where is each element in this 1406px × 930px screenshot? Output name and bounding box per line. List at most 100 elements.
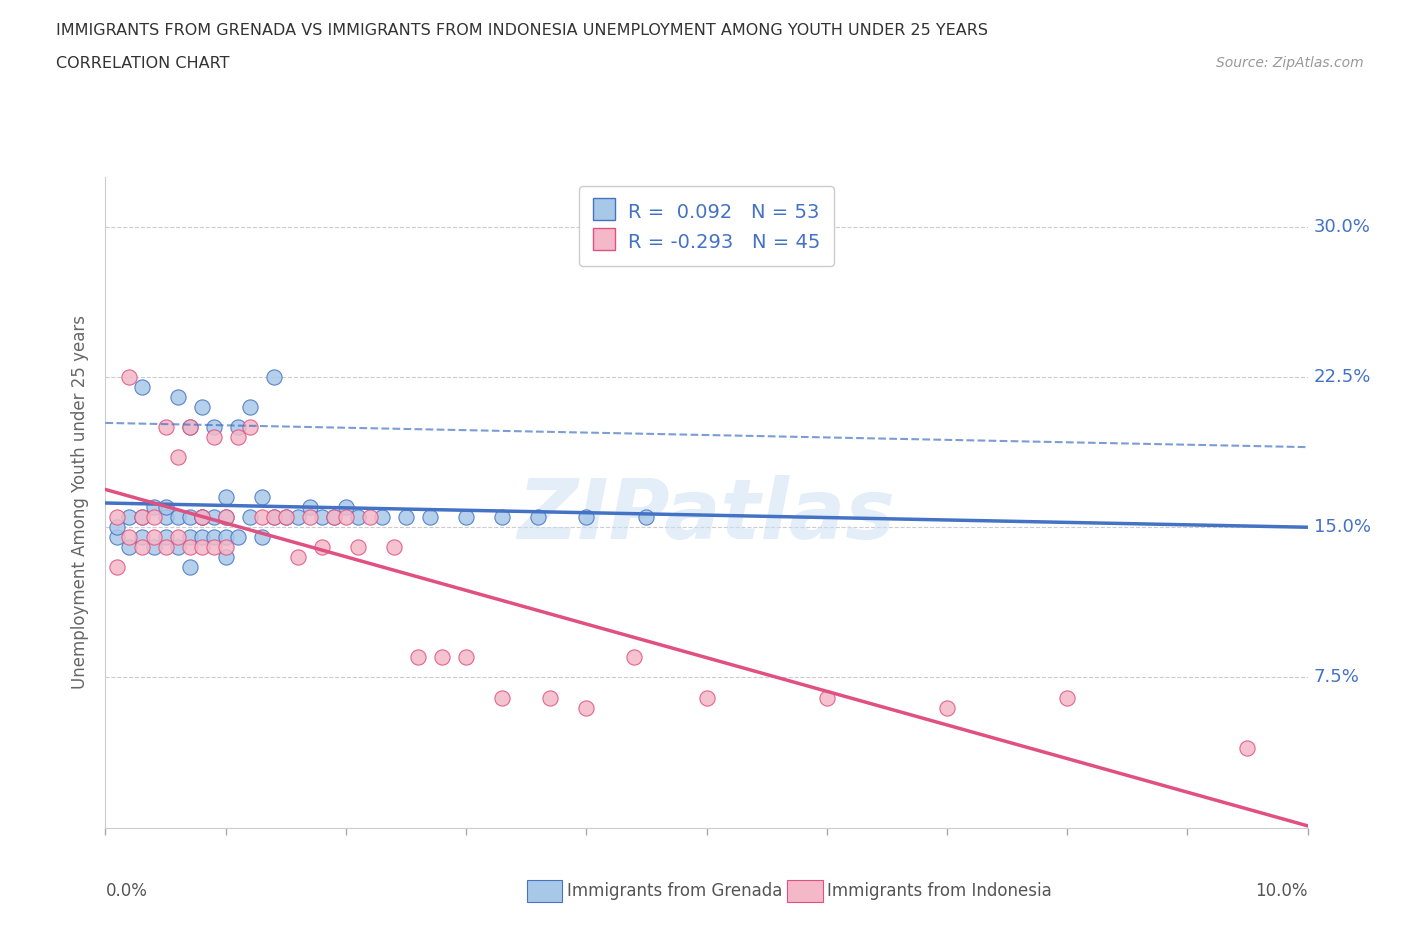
Point bbox=[118, 369, 141, 384]
Point bbox=[226, 430, 249, 445]
Point bbox=[1056, 690, 1078, 705]
Point bbox=[335, 499, 357, 514]
Text: 0.0%: 0.0% bbox=[105, 882, 148, 900]
Point bbox=[166, 450, 188, 465]
Point bbox=[166, 390, 188, 405]
Point bbox=[538, 690, 561, 705]
Point bbox=[250, 490, 273, 505]
Point bbox=[359, 510, 381, 525]
Text: 22.5%: 22.5% bbox=[1313, 368, 1371, 386]
Text: Immigrants from Indonesia: Immigrants from Indonesia bbox=[827, 882, 1052, 900]
Point bbox=[190, 510, 212, 525]
Point bbox=[454, 510, 477, 525]
Point bbox=[166, 510, 188, 525]
Text: 15.0%: 15.0% bbox=[1313, 518, 1371, 537]
Point bbox=[322, 510, 344, 525]
Point bbox=[107, 510, 129, 525]
Point bbox=[623, 650, 645, 665]
Text: IMMIGRANTS FROM GRENADA VS IMMIGRANTS FROM INDONESIA UNEMPLOYMENT AMONG YOUTH UN: IMMIGRANTS FROM GRENADA VS IMMIGRANTS FR… bbox=[56, 23, 988, 38]
Point bbox=[395, 510, 418, 525]
Point bbox=[214, 539, 236, 554]
Point bbox=[430, 650, 453, 665]
Point bbox=[142, 499, 165, 514]
Point bbox=[214, 530, 236, 545]
Point bbox=[347, 539, 370, 554]
Point bbox=[298, 499, 321, 514]
Point bbox=[131, 510, 153, 525]
Point bbox=[179, 530, 201, 545]
Point bbox=[118, 530, 141, 545]
Text: Immigrants from Grenada: Immigrants from Grenada bbox=[567, 882, 782, 900]
Point bbox=[298, 510, 321, 525]
Point bbox=[263, 369, 285, 384]
Point bbox=[166, 539, 188, 554]
Point bbox=[202, 510, 225, 525]
Point bbox=[131, 539, 153, 554]
Point bbox=[575, 510, 598, 525]
Text: 7.5%: 7.5% bbox=[1313, 669, 1360, 686]
Point bbox=[371, 510, 394, 525]
Point bbox=[118, 510, 141, 525]
Point bbox=[190, 539, 212, 554]
Legend: R =  0.092   N = 53, R = -0.293   N = 45: R = 0.092 N = 53, R = -0.293 N = 45 bbox=[579, 186, 834, 266]
Point bbox=[696, 690, 718, 705]
Point bbox=[190, 510, 212, 525]
Point bbox=[118, 539, 141, 554]
Point bbox=[347, 510, 370, 525]
Point bbox=[190, 530, 212, 545]
Point bbox=[214, 510, 236, 525]
Point bbox=[419, 510, 441, 525]
Point bbox=[166, 530, 188, 545]
Point bbox=[815, 690, 838, 705]
Point bbox=[239, 510, 262, 525]
Point bbox=[179, 539, 201, 554]
Text: 30.0%: 30.0% bbox=[1313, 218, 1371, 236]
Point bbox=[214, 510, 236, 525]
Point bbox=[936, 700, 959, 715]
Point bbox=[131, 530, 153, 545]
Point bbox=[142, 530, 165, 545]
Point bbox=[179, 419, 201, 434]
Point bbox=[107, 560, 129, 575]
Point bbox=[202, 530, 225, 545]
Point bbox=[214, 550, 236, 565]
Point bbox=[131, 379, 153, 394]
Point bbox=[527, 510, 550, 525]
Point bbox=[491, 510, 513, 525]
Point bbox=[179, 560, 201, 575]
Point bbox=[142, 510, 165, 525]
Point bbox=[142, 539, 165, 554]
Point bbox=[636, 510, 658, 525]
Point bbox=[263, 510, 285, 525]
Point bbox=[155, 419, 177, 434]
Point bbox=[107, 530, 129, 545]
Point bbox=[322, 510, 344, 525]
Point bbox=[454, 650, 477, 665]
Point bbox=[155, 499, 177, 514]
Point bbox=[190, 400, 212, 415]
Point bbox=[155, 530, 177, 545]
Point bbox=[107, 520, 129, 535]
Point bbox=[575, 700, 598, 715]
Point bbox=[1236, 740, 1258, 755]
Point bbox=[202, 419, 225, 434]
Text: Source: ZipAtlas.com: Source: ZipAtlas.com bbox=[1216, 56, 1364, 70]
Point bbox=[155, 510, 177, 525]
Point bbox=[311, 539, 333, 554]
Point bbox=[382, 539, 405, 554]
Point bbox=[335, 510, 357, 525]
Point bbox=[190, 510, 212, 525]
Y-axis label: Unemployment Among Youth under 25 years: Unemployment Among Youth under 25 years bbox=[72, 315, 90, 689]
Text: CORRELATION CHART: CORRELATION CHART bbox=[56, 56, 229, 71]
Point bbox=[311, 510, 333, 525]
Point bbox=[274, 510, 297, 525]
Point bbox=[179, 419, 201, 434]
Point bbox=[202, 430, 225, 445]
Text: ZIPatlas: ZIPatlas bbox=[517, 474, 896, 556]
Point bbox=[274, 510, 297, 525]
Point bbox=[239, 419, 262, 434]
Point bbox=[155, 539, 177, 554]
Point bbox=[214, 490, 236, 505]
Point bbox=[179, 510, 201, 525]
Point bbox=[263, 510, 285, 525]
